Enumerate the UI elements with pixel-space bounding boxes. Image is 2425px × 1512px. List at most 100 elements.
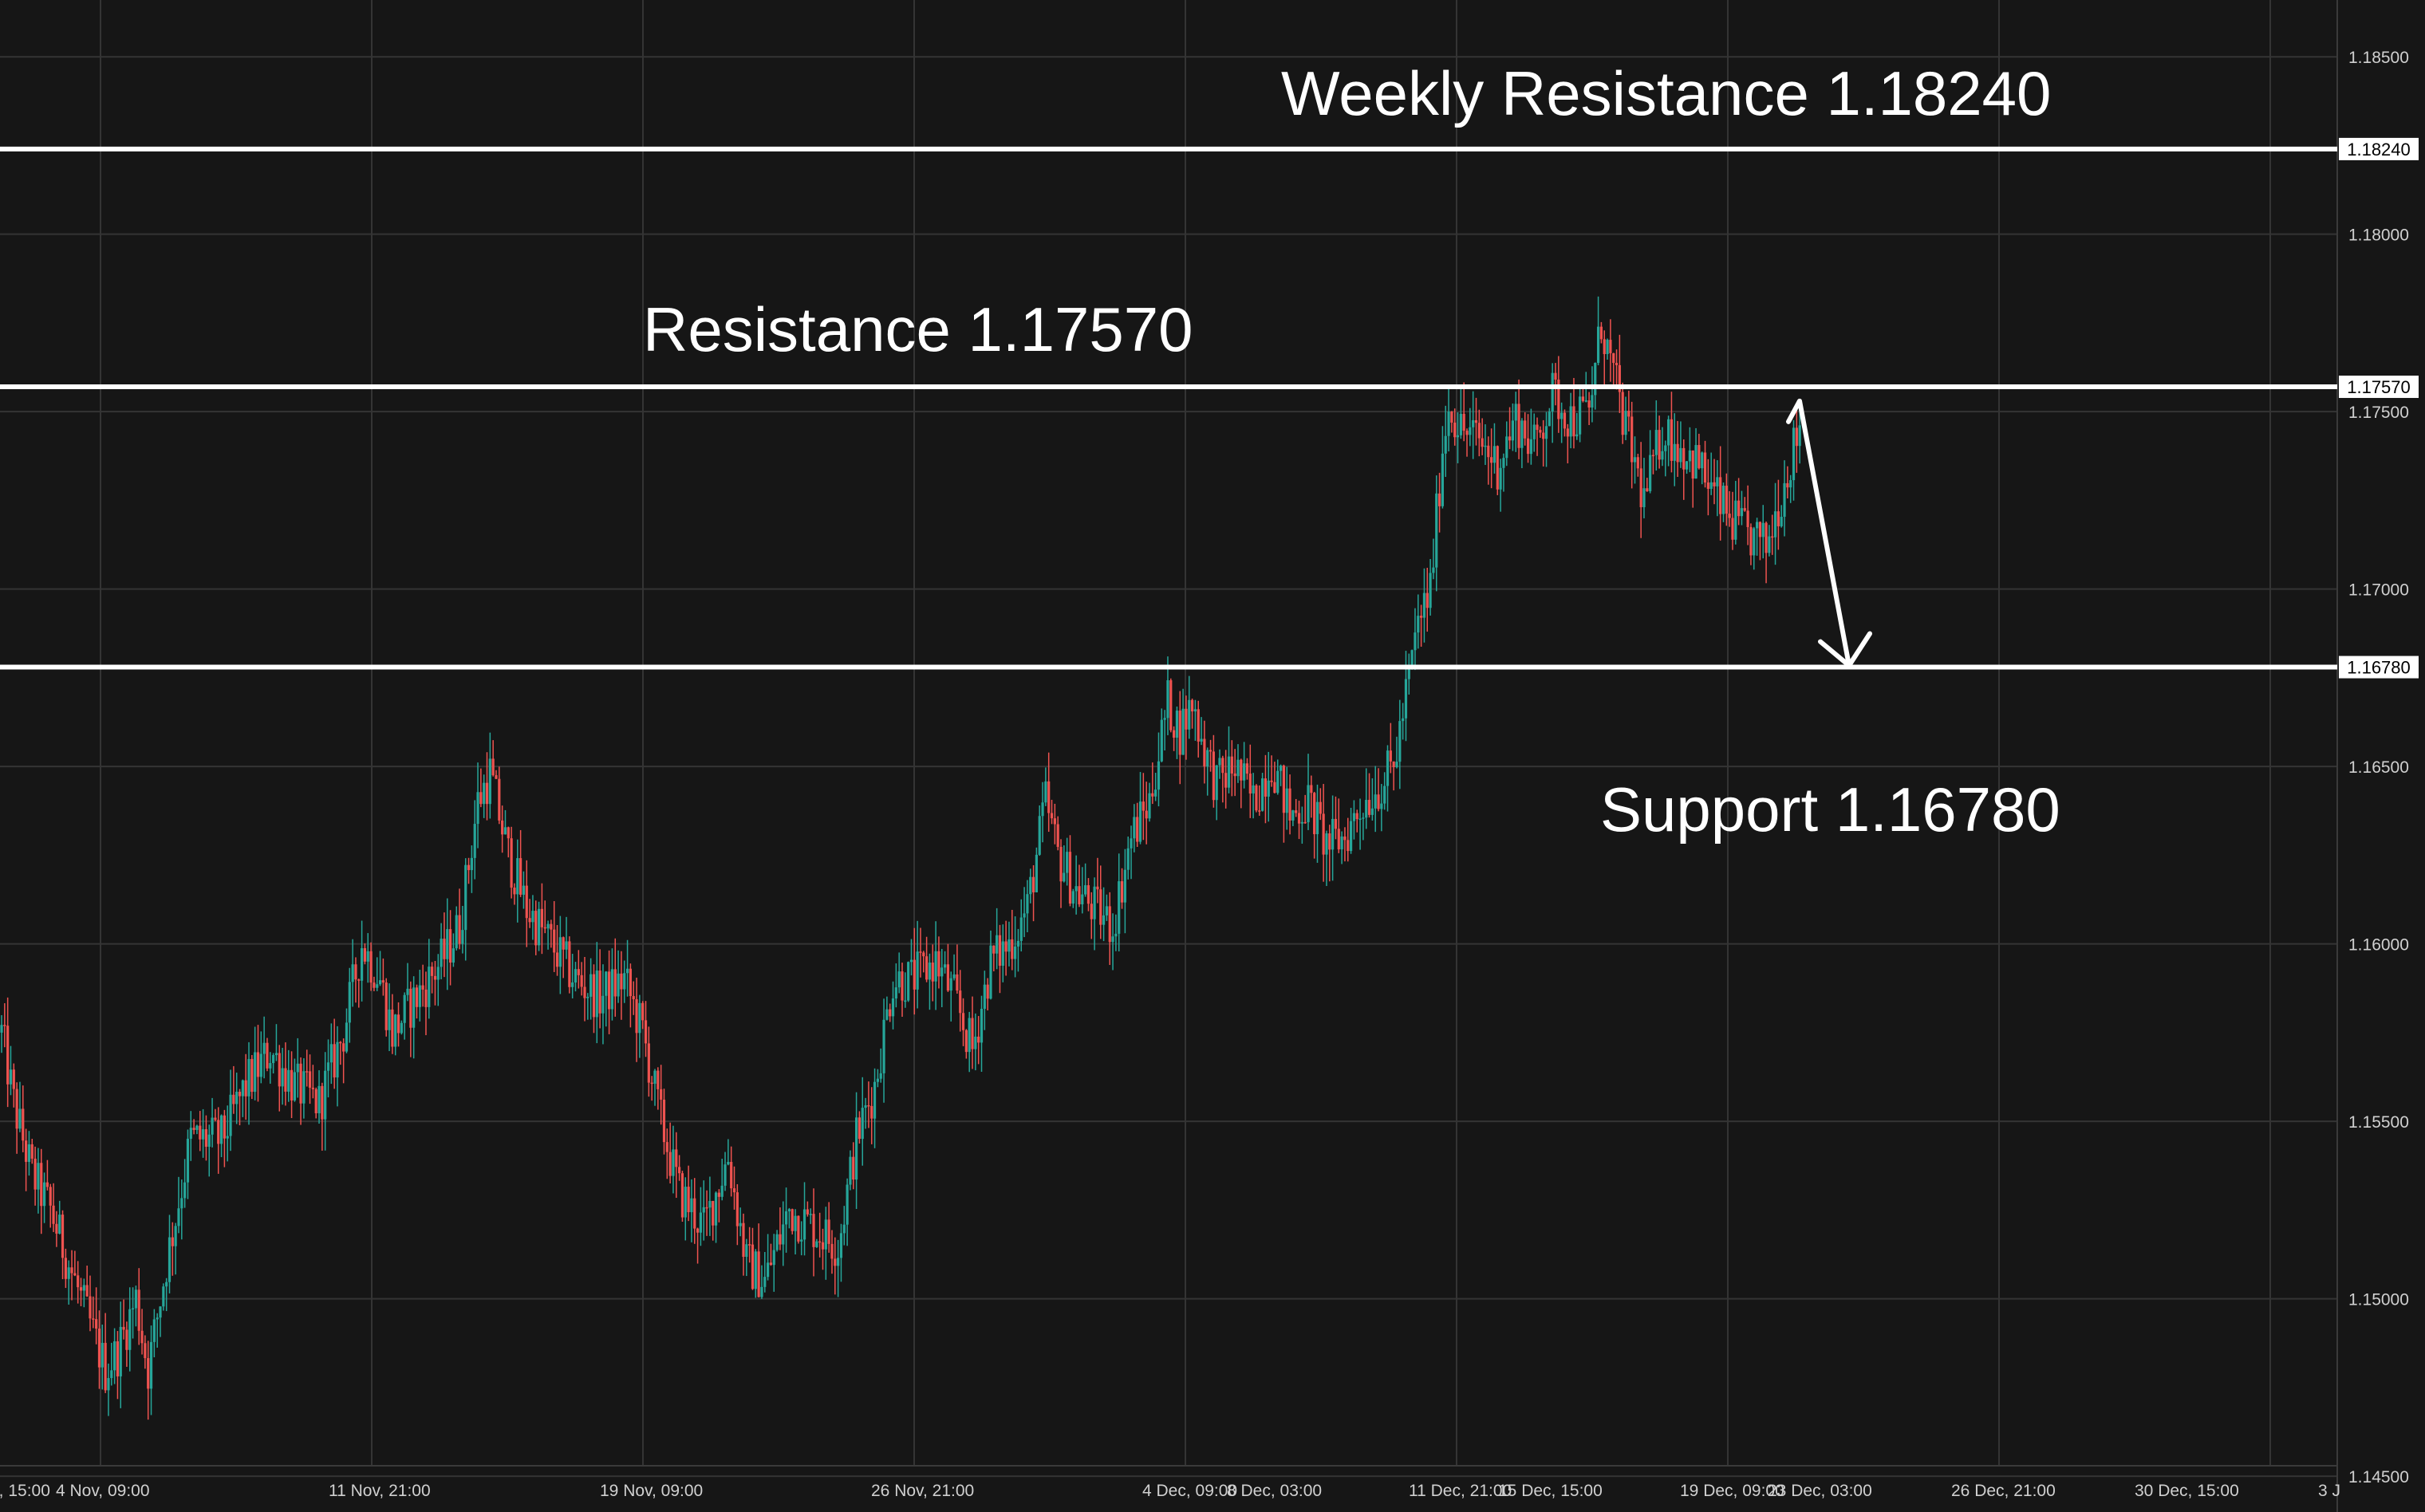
candle-body	[1450, 411, 1453, 423]
candle-body	[1130, 838, 1133, 849]
candle-body	[1261, 778, 1264, 811]
candle-body	[1120, 881, 1124, 903]
candle-body	[610, 969, 614, 1010]
candle-body	[1422, 593, 1426, 618]
candle-body	[424, 989, 428, 1007]
candle-body	[55, 1223, 58, 1234]
candle-body	[1728, 514, 1731, 518]
candle-body	[1093, 886, 1096, 919]
candle-body	[748, 1244, 751, 1246]
candle-body	[113, 1341, 116, 1371]
time-axis: Oct, 15:00 4 Nov, 09:00 11 Nov, 21:00 19 No…	[0, 1482, 2340, 1500]
candle-body	[1081, 894, 1084, 904]
candle-body	[980, 1009, 984, 1043]
candle-body	[30, 1144, 34, 1159]
candle-body	[1624, 411, 1627, 435]
candle-body	[1414, 632, 1417, 651]
candle-body	[607, 971, 611, 1010]
candle-body	[278, 1053, 281, 1087]
candle-body	[1795, 427, 1798, 447]
level-price-tag-text: 1.16780	[2347, 658, 2411, 678]
candle-body	[1615, 363, 1619, 365]
candle-body	[675, 1149, 678, 1167]
candle-body	[730, 1161, 733, 1189]
candle-body	[687, 1187, 690, 1213]
candle-body	[1554, 372, 1557, 380]
candle-body	[595, 971, 598, 1018]
candle-body	[1328, 833, 1331, 850]
candle-body	[849, 1156, 852, 1185]
candle-body	[85, 1285, 89, 1297]
candle-body	[1691, 450, 1694, 479]
candle-body	[1539, 430, 1542, 433]
candle-body	[1453, 422, 1457, 438]
candle-body	[830, 1243, 834, 1259]
candle-body	[1584, 400, 1587, 402]
candle-body	[1676, 443, 1679, 463]
time-tick-label: 26 Nov, 21:00	[871, 1482, 974, 1500]
time-tick-label: 15 Dec, 15:00	[1498, 1482, 1603, 1500]
candle-body	[455, 915, 458, 949]
candle-body	[1078, 886, 1081, 904]
candle-body	[1197, 709, 1200, 742]
candle-body	[448, 929, 452, 963]
candle-body	[1658, 430, 1661, 460]
candle-body	[806, 1209, 809, 1215]
candle-body	[25, 1140, 28, 1162]
candle-body	[467, 864, 471, 871]
candle-body	[1102, 915, 1106, 925]
candle-body	[1743, 508, 1746, 511]
candle-body	[1331, 818, 1335, 850]
candle-body	[864, 1104, 867, 1108]
candle-body	[1594, 363, 1597, 396]
candle-body	[1352, 813, 1356, 821]
candle-body	[1288, 788, 1291, 821]
candle-body	[680, 1173, 684, 1218]
candle-body	[1435, 493, 1438, 568]
candle-body	[565, 941, 568, 950]
candle-body	[727, 1161, 730, 1165]
price-tick-label: 1.15500	[2348, 1113, 2409, 1132]
candle-body	[1377, 794, 1380, 809]
candle-body	[1398, 721, 1402, 762]
candle-body	[381, 980, 384, 983]
candle-body	[1108, 906, 1111, 943]
candle-body	[1740, 508, 1744, 517]
candle-body	[842, 1224, 846, 1234]
candle-body	[95, 1319, 98, 1329]
candle-body	[329, 1044, 333, 1063]
candle-body	[9, 1069, 13, 1085]
candle-body	[1029, 876, 1032, 895]
candle-body	[284, 1068, 287, 1092]
candle-body	[22, 1108, 25, 1141]
candle-body	[403, 994, 406, 1023]
candle-body	[787, 1209, 791, 1211]
candle-body	[1383, 786, 1386, 804]
candle-body	[1551, 372, 1554, 412]
candle-body	[373, 982, 376, 988]
candle-body	[1429, 573, 1432, 608]
level-price-tag	[2339, 656, 2419, 679]
candle-body	[1432, 567, 1435, 573]
time-tick-label: Oct, 15:00	[0, 1482, 50, 1500]
candle-body	[1548, 411, 1551, 427]
candle-body	[1544, 426, 1548, 439]
candle-body	[433, 975, 437, 980]
candle-body	[513, 888, 516, 895]
candle-body	[137, 1290, 140, 1331]
candle-body	[357, 979, 361, 981]
candle-body	[873, 1081, 877, 1119]
candle-body	[89, 1296, 92, 1319]
candle-body	[1362, 817, 1365, 819]
candle-body	[1212, 751, 1215, 801]
candle-body	[1258, 810, 1261, 812]
candle-body	[1469, 427, 1472, 435]
candle-body	[1126, 848, 1130, 870]
candle-body	[503, 827, 507, 835]
candle-body	[854, 1117, 858, 1180]
candle-body	[800, 1239, 803, 1242]
candle-body	[1575, 434, 1579, 437]
candle-body	[1520, 420, 1524, 448]
candle-body	[1282, 766, 1285, 813]
candle-body	[317, 1085, 321, 1113]
